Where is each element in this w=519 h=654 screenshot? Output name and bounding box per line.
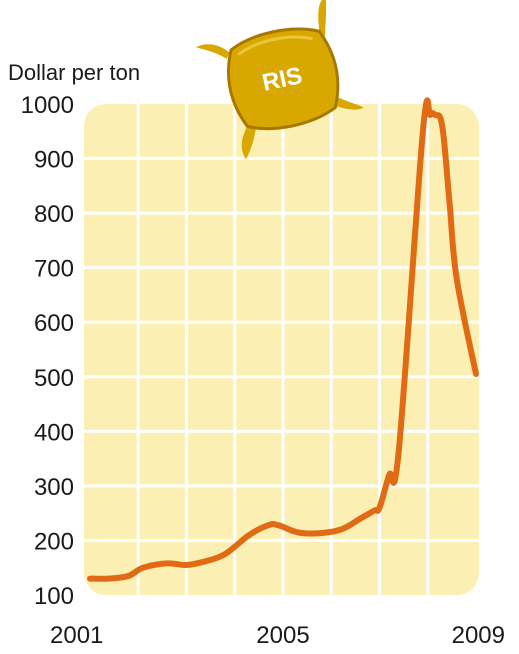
- y-tick-label: 200: [34, 528, 74, 555]
- rice-sack-icon: RIS: [195, 0, 364, 160]
- y-tick-label: 100: [34, 583, 74, 610]
- x-tick-label: 2001: [50, 622, 103, 649]
- y-axis-ticks: 100 200 300 400 500 600 700 800 900 1000: [21, 92, 74, 610]
- y-tick-label: 400: [34, 419, 74, 446]
- x-axis-ticks: 2001 2005 2009: [50, 622, 505, 649]
- y-tick-label: 1000: [21, 92, 74, 119]
- y-tick-label: 700: [34, 256, 74, 283]
- y-tick-label: 500: [34, 365, 74, 392]
- series-line: [87, 97, 479, 582]
- y-tick-label: 800: [34, 201, 74, 228]
- y-tick-label: 600: [34, 310, 74, 337]
- grid: [84, 104, 479, 595]
- y-tick-label: 900: [34, 147, 74, 174]
- x-tick-label: 2005: [256, 622, 309, 649]
- y-axis-label: Dollar per ton: [8, 60, 140, 85]
- x-tick-label: 2009: [452, 622, 505, 649]
- y-tick-label: 300: [34, 474, 74, 501]
